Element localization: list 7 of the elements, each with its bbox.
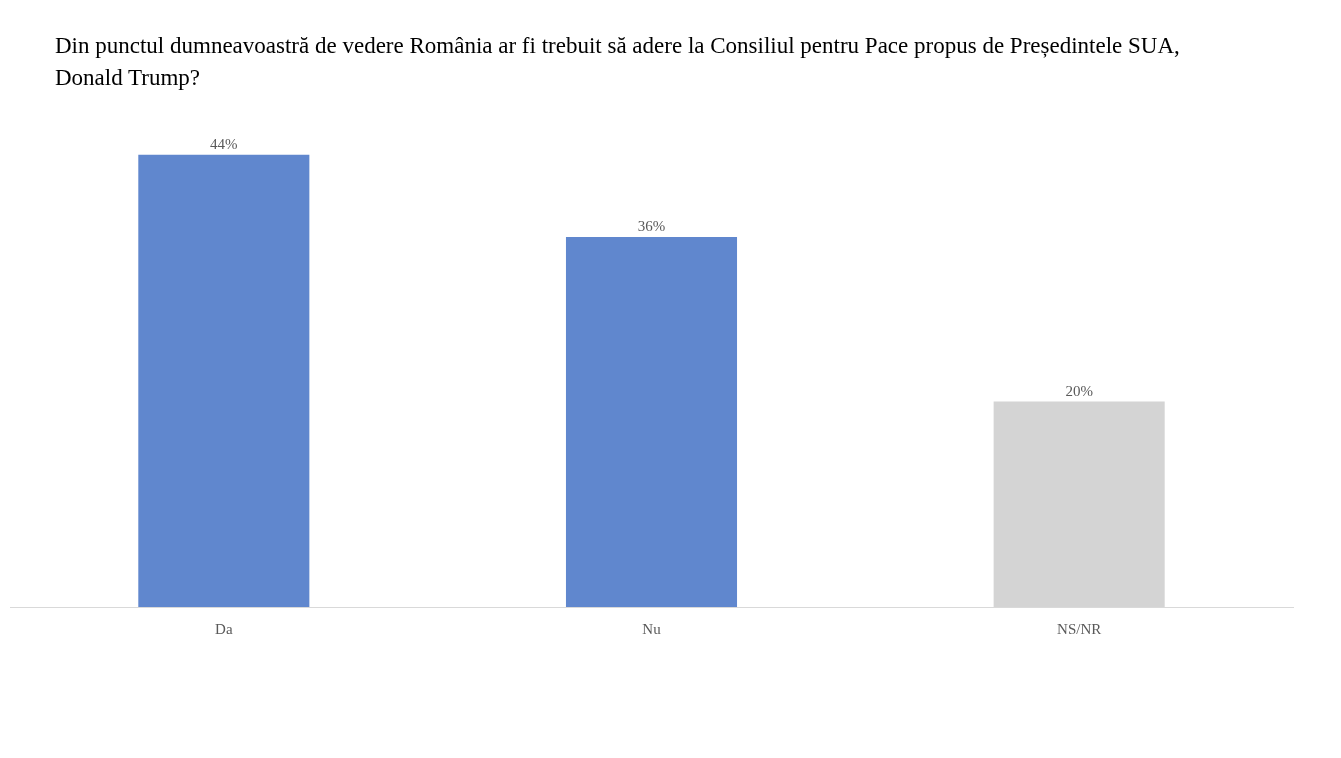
data-label: 36% <box>637 218 666 235</box>
x-tick-label: Nu <box>642 620 662 637</box>
x-tick-label: NS/NR <box>1057 620 1102 637</box>
data-label: 20% <box>1065 382 1093 399</box>
x-tick-label: Da <box>215 620 233 637</box>
chart-title: Din punctul dumneavoastră de vedere România ar fi trebuit să adere la Consiliul pentru Pace propus de Președintele SUA, Donald Trump? <box>55 32 1181 92</box>
data-label: 44% <box>210 136 238 153</box>
